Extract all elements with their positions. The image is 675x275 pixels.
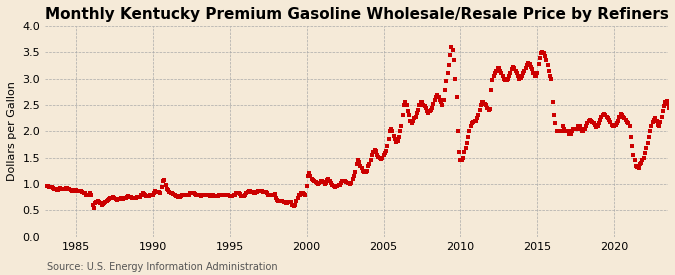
Text: Source: U.S. Energy Information Administration: Source: U.S. Energy Information Administ… — [47, 262, 278, 272]
Y-axis label: Dollars per Gallon: Dollars per Gallon — [7, 81, 17, 181]
Title: Monthly Kentucky Premium Gasoline Wholesale/Resale Price by Refiners: Monthly Kentucky Premium Gasoline Wholes… — [45, 7, 668, 22]
